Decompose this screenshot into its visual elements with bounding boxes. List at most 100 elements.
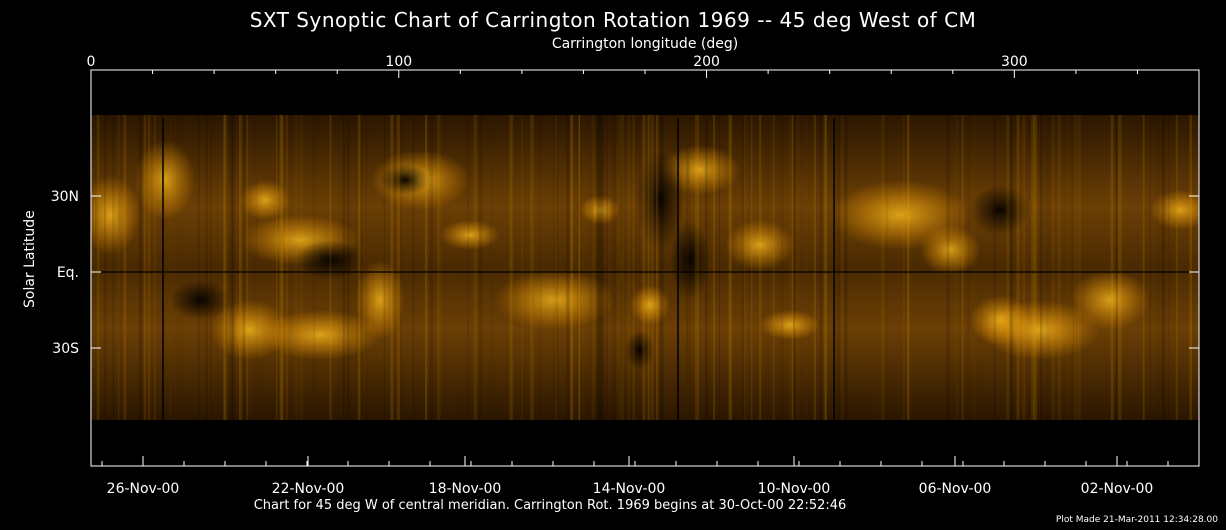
texture-streak — [112, 115, 115, 420]
texture-streak — [589, 115, 594, 420]
texture-streak — [718, 115, 721, 420]
texture-streak — [980, 115, 982, 420]
texture-streak — [425, 115, 428, 420]
texture-streak — [1040, 115, 1043, 420]
texture-streak — [820, 115, 824, 420]
texture-streak — [342, 115, 345, 420]
texture-streak — [669, 115, 671, 420]
texture-streak — [255, 115, 258, 420]
texture-streak — [338, 115, 340, 420]
texture-streak — [816, 115, 817, 420]
texture-streak — [1046, 115, 1050, 420]
texture-streak — [473, 115, 477, 420]
chart-title: SXT Synoptic Chart of Carrington Rotatio… — [249, 8, 977, 32]
texture-streak — [392, 115, 397, 420]
texture-streak — [223, 115, 227, 420]
texture-streak — [821, 115, 823, 420]
texture-streak — [694, 115, 699, 420]
texture-streak — [791, 115, 794, 420]
texture-streak — [740, 115, 744, 420]
texture-streak — [659, 115, 664, 420]
texture-streak — [198, 115, 200, 420]
texture-streak — [416, 115, 417, 420]
texture-streak — [350, 115, 353, 420]
texture-streak — [478, 115, 483, 420]
texture-streak — [555, 115, 557, 420]
texture-streak — [1144, 115, 1147, 420]
texture-streak — [606, 115, 608, 420]
bright-region — [630, 285, 670, 325]
top-tick-label: 100 — [385, 54, 412, 70]
texture-streak — [1142, 115, 1145, 420]
texture-streak — [946, 115, 950, 420]
texture-streak — [299, 115, 304, 420]
texture-streak — [1032, 115, 1033, 420]
texture-streak — [279, 115, 284, 420]
texture-streak — [509, 115, 514, 420]
texture-streak — [390, 115, 394, 420]
texture-streak — [387, 115, 391, 420]
texture-streak — [1154, 115, 1157, 420]
texture-streak — [532, 115, 534, 420]
bright-region — [970, 295, 1030, 345]
texture-streak — [279, 115, 283, 420]
texture-streak — [329, 115, 332, 420]
texture-streak — [1156, 115, 1160, 420]
texture-streak — [1143, 115, 1145, 420]
texture-streak — [872, 115, 875, 420]
texture-streak — [705, 115, 708, 420]
texture-streak — [780, 115, 783, 420]
texture-streak — [955, 115, 958, 420]
texture-streak — [772, 115, 775, 420]
texture-streak — [95, 115, 100, 420]
bright-region — [760, 310, 820, 340]
texture-streak — [1057, 115, 1062, 420]
texture-streak — [1073, 115, 1078, 420]
texture-streak — [147, 115, 150, 420]
texture-streak — [902, 115, 906, 420]
texture-streak — [1082, 115, 1085, 420]
texture-streak — [744, 115, 747, 420]
date-tick-label: 06-Nov-00 — [919, 481, 992, 497]
texture-streak — [239, 115, 241, 420]
texture-streak — [454, 115, 457, 420]
texture-streak — [620, 115, 624, 420]
texture-streak — [118, 115, 120, 420]
texture-streak — [878, 115, 881, 420]
texture-streak — [835, 115, 838, 420]
texture-streak — [396, 115, 401, 420]
texture-streak — [1163, 115, 1168, 420]
texture-streak — [618, 115, 622, 420]
texture-streak — [148, 115, 151, 420]
texture-streak — [881, 115, 885, 420]
coronal-hole — [970, 185, 1030, 235]
texture-streak — [357, 115, 362, 420]
texture-streak — [603, 115, 606, 420]
texture-streak — [521, 115, 523, 420]
texture-streak — [176, 115, 180, 420]
texture-streak — [578, 115, 581, 420]
bright-region — [495, 270, 615, 330]
coronal-hole — [670, 220, 710, 300]
texture-streak — [417, 115, 421, 420]
texture-streak — [596, 115, 600, 420]
coronal-hole — [170, 280, 230, 320]
texture-streak — [476, 115, 478, 420]
texture-streak — [632, 115, 635, 420]
lat-axis-ticks: 30N Eq. 30S — [51, 189, 1199, 357]
texture-streak — [599, 115, 602, 420]
top-tick-label: 0 — [87, 54, 96, 70]
texture-streak — [813, 115, 816, 420]
texture-streak — [570, 115, 574, 420]
texture-streak — [844, 115, 848, 420]
texture-streak — [143, 115, 147, 420]
texture-streak — [600, 115, 605, 420]
lat-tick-label: 30S — [52, 341, 79, 357]
rotation-boundary-lines — [162, 118, 835, 420]
texture-streak — [1117, 115, 1122, 420]
lat-tick-label: Eq. — [57, 265, 79, 281]
bright-region — [1070, 270, 1150, 330]
texture-streak — [582, 115, 585, 420]
texture-streak — [372, 115, 374, 420]
